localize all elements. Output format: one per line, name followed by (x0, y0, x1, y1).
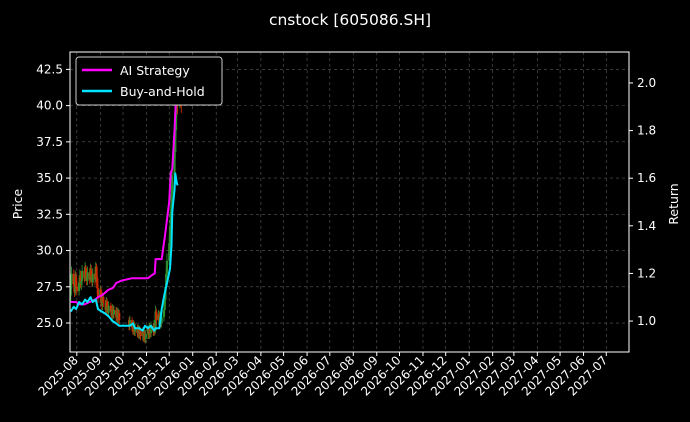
candle-body (91, 273, 94, 283)
y-tick-label-left: 27.5 (36, 280, 63, 294)
y-tick-label-left: 30.0 (36, 244, 63, 258)
y-tick-label-left: 32.5 (36, 207, 63, 221)
candle-body (80, 280, 83, 284)
candle-body (96, 288, 100, 297)
legend-label-ai-strategy: AI Strategy (120, 63, 190, 78)
candle-body (149, 325, 153, 334)
y-tick-label-left: 42.5 (36, 62, 63, 76)
y-tick-label-right: 1.6 (637, 171, 656, 185)
candle-body (173, 152, 176, 176)
legend: AI Strategy Buy-and-Hold (75, 56, 223, 106)
candle-body (171, 175, 174, 195)
line-series (69, 63, 179, 332)
candle-body (154, 311, 157, 331)
candle-body (102, 296, 105, 303)
legend-box (75, 56, 223, 106)
y-tick-label-left: 25.0 (36, 316, 63, 330)
candle-body (69, 283, 72, 296)
chart-title: cnstock [605086.SH] (269, 11, 431, 29)
y-tick-label-right: 1.8 (637, 124, 656, 138)
candle-body (109, 305, 113, 312)
y-tick-label-left: 37.5 (36, 135, 63, 149)
candle-body (163, 299, 166, 310)
candle-body (162, 309, 166, 318)
candle-body (144, 334, 147, 339)
y-tick-label-right: 1.4 (637, 219, 656, 233)
candle-body (168, 243, 171, 261)
candle-body (81, 270, 84, 281)
candle-body (139, 330, 142, 337)
y-tick-label-right: 1.2 (637, 266, 656, 280)
y-tick-label-left: 40.0 (36, 99, 63, 113)
y-axis-label-right: Return (666, 183, 681, 224)
candle-body (72, 273, 75, 286)
y-tick-label-right: 1.0 (637, 314, 656, 328)
right-axis-ticks: 1.0 1.2 1.4 1.6 1.8 2.0 (629, 76, 656, 328)
candle-body (75, 286, 78, 292)
candle-body (165, 273, 168, 287)
plot-frame (69, 51, 630, 353)
candle-body (95, 266, 98, 279)
candle-body (77, 282, 81, 292)
candle-body (118, 312, 121, 321)
candle-body (84, 267, 88, 277)
candle-body (170, 194, 173, 212)
y-axis-label-left: Price (10, 188, 25, 219)
legend-label-buy-and-hold: Buy-and-Hold (120, 84, 205, 99)
candle-body (134, 327, 137, 332)
y-tick-label-left: 35.0 (36, 171, 63, 185)
candle-body (74, 276, 78, 287)
candle-body (160, 317, 163, 324)
candle-body (107, 305, 110, 313)
candle-body (70, 273, 73, 284)
y-tick-label-right: 2.0 (637, 76, 656, 90)
candle-body (155, 311, 158, 321)
candle-body (90, 269, 93, 277)
candle-body (165, 260, 169, 274)
candle-body (168, 227, 172, 244)
candle-body (79, 275, 82, 284)
candle-body (169, 211, 172, 228)
candle-body (174, 130, 177, 152)
candle-body (128, 320, 131, 326)
line-buy-and-hold (69, 172, 179, 332)
candle-body (112, 309, 116, 315)
left-axis-ticks: 25.0 27.5 30.0 32.5 35.0 37.5 40.0 42.5 (36, 62, 70, 330)
candle-body (106, 301, 109, 308)
candle-body (86, 272, 89, 281)
candle-body (174, 108, 178, 131)
candle-body (96, 278, 99, 289)
